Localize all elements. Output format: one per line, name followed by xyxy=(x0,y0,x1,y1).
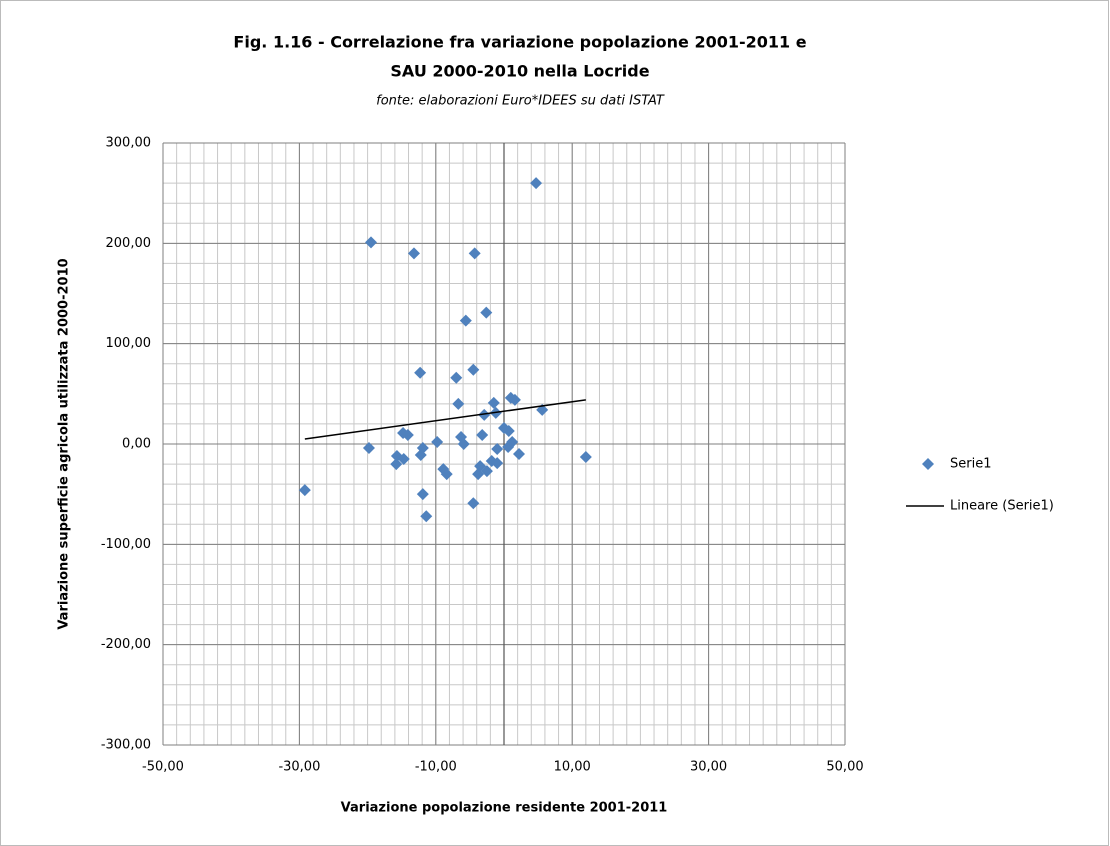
data-point xyxy=(476,428,489,441)
data-point xyxy=(440,468,453,481)
data-point xyxy=(416,488,429,501)
data-point xyxy=(459,314,472,327)
data-point xyxy=(502,424,515,437)
x-axis-label: Variazione popolazione residente 2001-20… xyxy=(341,801,668,816)
data-point xyxy=(457,438,470,450)
data-point xyxy=(487,396,500,409)
x-tick-label: 30,00 xyxy=(690,760,727,775)
data-point xyxy=(478,408,491,421)
data-point xyxy=(420,510,433,523)
y-tick-label: -200,00 xyxy=(101,637,151,652)
x-tick-label: -30,00 xyxy=(278,760,320,775)
legend-label: Lineare (Serie1) xyxy=(950,499,1054,514)
data-point xyxy=(506,435,519,448)
y-tick-label: -100,00 xyxy=(101,537,151,552)
data-point xyxy=(390,458,403,471)
data-point xyxy=(397,453,410,466)
x-tick-label: -10,00 xyxy=(415,760,457,775)
y-tick-label: 200,00 xyxy=(106,236,152,251)
data-point xyxy=(480,306,493,319)
data-point xyxy=(468,247,481,260)
data-point xyxy=(362,442,375,455)
x-tick-label: -50,00 xyxy=(142,760,184,775)
legend-marker xyxy=(922,458,934,470)
data-point xyxy=(407,247,420,260)
y-tick-label: 300,00 xyxy=(106,136,152,151)
x-tick-label: 10,00 xyxy=(554,760,591,775)
data-point xyxy=(401,428,414,441)
chart-title-line2: SAU 2000-2010 nella Locride xyxy=(390,62,649,81)
y-tick-label: 0,00 xyxy=(122,437,151,452)
data-point xyxy=(467,497,480,510)
data-point xyxy=(365,236,378,249)
data-point xyxy=(508,393,521,406)
data-point xyxy=(431,435,444,448)
chart-subtitle: fonte: elaborazioni Euro*IDEES su dati I… xyxy=(376,94,665,109)
y-axis-label: Variazione superficie agricola utilizzat… xyxy=(57,258,72,629)
y-tick-label: 100,00 xyxy=(106,336,152,351)
chart-title: Fig. 1.16 - Correlazione fra variazione … xyxy=(233,33,806,52)
data-point xyxy=(298,484,311,497)
data-point xyxy=(530,177,543,190)
data-point xyxy=(452,397,465,410)
x-tick-label: 50,00 xyxy=(826,760,863,775)
data-point xyxy=(480,465,493,478)
data-point xyxy=(467,363,480,376)
data-point xyxy=(491,443,504,456)
data-point xyxy=(513,448,526,461)
data-point xyxy=(491,457,504,470)
data-point xyxy=(579,451,592,464)
data-point xyxy=(414,366,427,379)
data-point xyxy=(414,449,427,462)
y-tick-label: -300,00 xyxy=(101,738,151,753)
trendline xyxy=(304,399,586,440)
legend-label: Serie1 xyxy=(950,457,991,472)
data-point xyxy=(450,371,463,384)
